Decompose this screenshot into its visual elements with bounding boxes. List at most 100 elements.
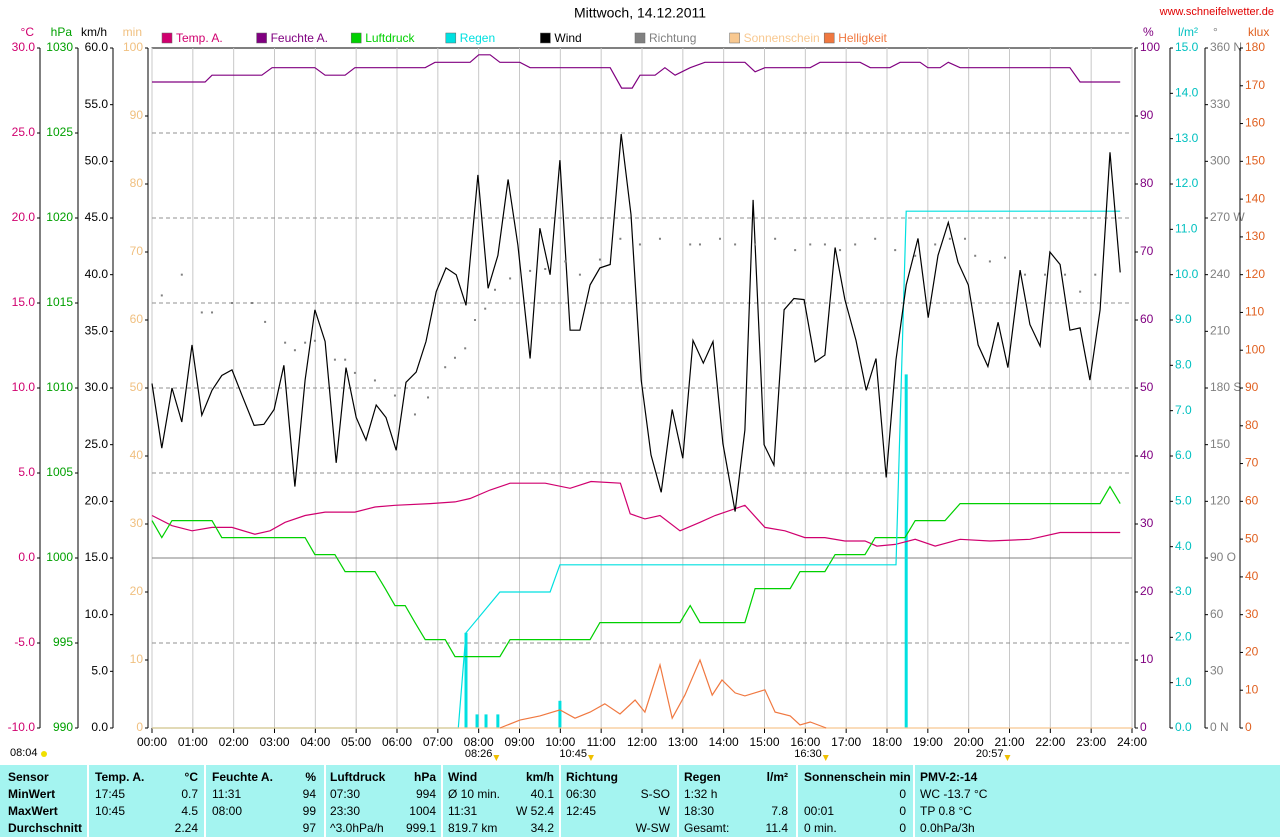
direction-dot — [1094, 273, 1097, 276]
y-tick-label: 100 — [123, 40, 143, 54]
direction-dot — [854, 243, 857, 246]
y-tick-label: 150 — [1210, 437, 1230, 451]
legend-label: Wind — [554, 31, 581, 45]
table-cell: Ø 10 min. — [448, 787, 500, 801]
direction-dot — [718, 237, 721, 240]
direction-dot — [251, 302, 254, 304]
legend-label: Temp. A. — [176, 31, 223, 45]
table-cell: 11:31 — [448, 804, 477, 818]
y-tick-label: 50 — [1140, 380, 1154, 394]
x-tick-label: 05:00 — [341, 735, 371, 749]
y-tick-label: 120 — [1245, 267, 1265, 281]
table-header: % — [305, 770, 316, 784]
table-header: °C — [185, 770, 199, 784]
y-tick-label: 80 — [1140, 176, 1154, 190]
direction-dot — [333, 358, 336, 361]
y-tick-label: 9.0 — [1175, 312, 1192, 326]
y-tick-label: 1000 — [46, 550, 73, 564]
rain-bar — [558, 700, 562, 728]
legend-label: Feuchte A. — [271, 31, 328, 45]
table-cell: 06:30 — [566, 787, 596, 801]
x-tick-label: 00:00 — [137, 735, 167, 749]
y-tick-label: 40 — [1245, 569, 1259, 583]
y-tick-label: 20 — [1245, 645, 1259, 659]
x-tick-label: 17:00 — [831, 735, 861, 749]
direction-dot — [974, 254, 977, 257]
y-tick-label: 10.0 — [1175, 267, 1199, 281]
direction-dot — [509, 277, 512, 280]
table-cell: 819.7 km — [448, 821, 497, 835]
table-cell: 0 — [899, 821, 906, 835]
table-header: Richtung — [566, 770, 618, 784]
event-marker — [1004, 755, 1011, 761]
table-header: PMV-2:-14 — [920, 770, 978, 784]
y-tick-label: 160 — [1245, 116, 1265, 130]
x-tick-label: 11:00 — [587, 735, 616, 749]
x-tick-label: 24:00 — [1117, 735, 1147, 749]
legend-swatch — [540, 32, 551, 44]
y-tick-label: 14.0 — [1175, 86, 1199, 100]
table-cell: 94 — [303, 787, 317, 801]
axis-unit: min — [123, 25, 142, 39]
y-tick-label: 90 — [1140, 108, 1154, 122]
direction-dot — [809, 243, 812, 246]
direction-dot — [754, 243, 757, 246]
y-tick-label: 30.0 — [12, 40, 36, 54]
y-tick-label: 1030 — [46, 40, 73, 54]
x-tick-label: 14:00 — [709, 735, 739, 749]
y-tick-label: 10.0 — [12, 380, 36, 394]
x-tick-label: 06:00 — [382, 735, 412, 749]
table-cell: ^3.0hPa/h — [330, 821, 384, 835]
direction-dot — [1024, 273, 1027, 276]
table-cell: 4.5 — [181, 804, 198, 818]
table-cell: 0 — [899, 787, 906, 801]
table-cell: 00:01 — [804, 804, 834, 818]
direction-dot — [427, 396, 430, 399]
table-cell: MaxWert — [8, 804, 58, 818]
y-tick-label: 60.0 — [85, 40, 109, 54]
direction-dot — [914, 254, 917, 257]
direction-dot — [734, 243, 737, 246]
y-tick-label: 60 — [1140, 312, 1154, 326]
table-cell: 23:30 — [330, 804, 360, 818]
table-cell: 994 — [416, 787, 436, 801]
legend-label: Luftdruck — [365, 31, 415, 45]
y-tick-label: 10.0 — [85, 607, 109, 621]
direction-dot — [578, 273, 581, 276]
table-cell: 40.1 — [531, 787, 555, 801]
direction-dot — [598, 258, 601, 261]
y-tick-label: 12.0 — [1175, 176, 1199, 190]
rain-bar — [496, 714, 500, 728]
axis-unit: °C — [21, 25, 35, 39]
series-line — [152, 210, 1121, 729]
direction-dot — [774, 237, 777, 240]
direction-dot — [794, 249, 797, 252]
axis-unit: km/h — [81, 25, 107, 39]
series-line — [151, 485, 1121, 658]
direction-dot — [1079, 290, 1082, 293]
y-tick-label: 180 S — [1210, 380, 1241, 394]
x-tick-label: 03:00 — [259, 735, 289, 749]
event-marker — [587, 755, 594, 761]
table-cell: 10:45 — [95, 804, 125, 818]
y-tick-label: 100 — [1245, 342, 1265, 356]
y-tick-label: 140 — [1245, 191, 1265, 205]
y-tick-label: 1015 — [46, 295, 73, 309]
y-tick-label: 10 — [1140, 652, 1154, 666]
y-tick-label: 60 — [130, 312, 144, 326]
direction-dot — [823, 243, 826, 246]
table-cell: MinWert — [8, 787, 55, 801]
legend-label: Helligkeit — [838, 31, 887, 45]
direction-dot — [1044, 273, 1047, 276]
y-tick-label: 990 — [53, 720, 73, 734]
table-cell: 0 min. — [804, 821, 837, 835]
x-tick-label: 07:00 — [423, 735, 453, 749]
y-tick-label: 30 — [1210, 664, 1224, 678]
y-tick-label: 0 — [1140, 720, 1147, 734]
y-tick-label: 40 — [130, 448, 144, 462]
direction-dot — [231, 302, 234, 304]
table-header: Feuchte A. — [212, 770, 273, 784]
y-tick-label: 1010 — [46, 380, 73, 394]
y-tick-label: 90 — [130, 108, 144, 122]
